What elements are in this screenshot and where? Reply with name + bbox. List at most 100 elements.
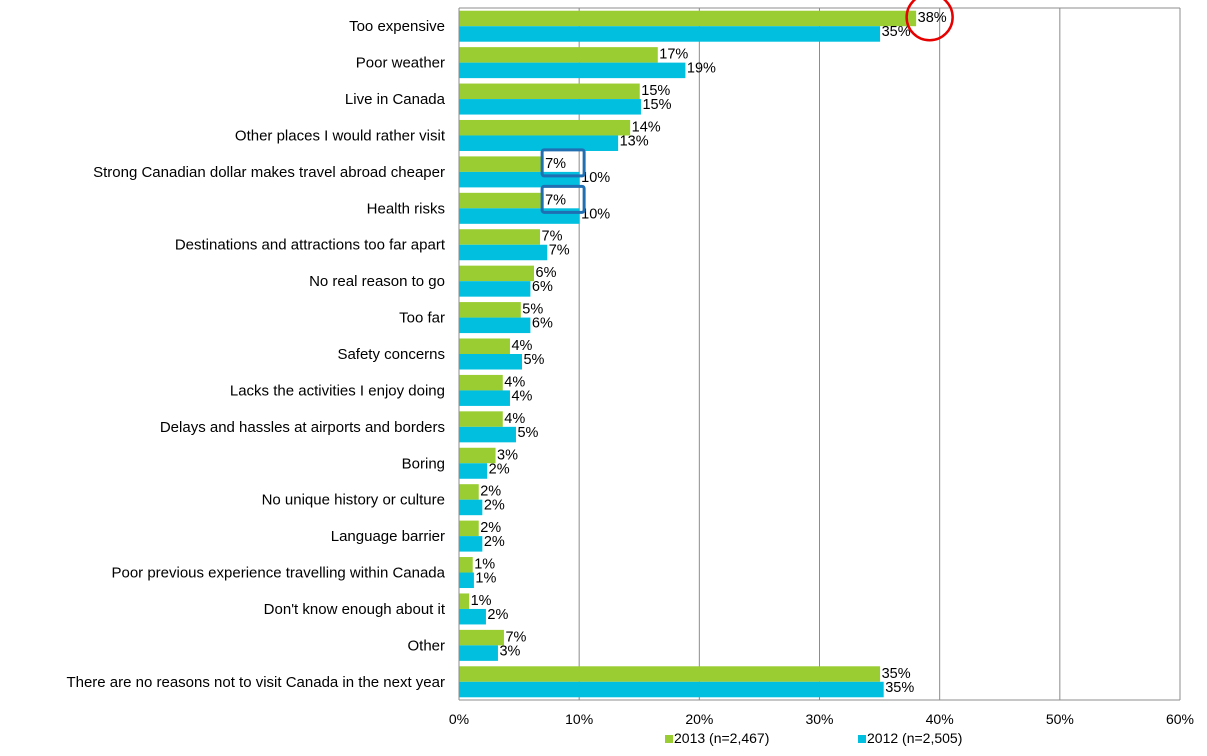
data-label-series2: 10% bbox=[581, 206, 610, 222]
data-label-series2: 19% bbox=[687, 61, 716, 77]
category-label: Too far bbox=[399, 310, 445, 327]
category-label: Live in Canada bbox=[345, 91, 446, 108]
data-label-series2: 5% bbox=[517, 425, 538, 441]
bar-series1 bbox=[459, 338, 510, 354]
bar-series2 bbox=[459, 317, 531, 334]
bar-series1 bbox=[459, 265, 535, 282]
data-label-series1: 15% bbox=[641, 83, 670, 99]
data-label-series1: 38% bbox=[918, 10, 947, 26]
category-label: Other places I would rather visit bbox=[235, 127, 446, 144]
legend-label: 2012 (n=2,505) bbox=[867, 730, 962, 746]
data-label-series2: 10% bbox=[581, 170, 610, 186]
bar-series2 bbox=[459, 354, 522, 370]
x-tick-label: 40% bbox=[926, 711, 954, 727]
bar-series2 bbox=[459, 572, 474, 589]
data-label-series1: 5% bbox=[522, 302, 543, 318]
data-label-series2: 5% bbox=[523, 352, 544, 368]
legend-swatch bbox=[858, 735, 866, 743]
x-tick-label: 60% bbox=[1166, 711, 1194, 727]
data-label-series1: 7% bbox=[545, 156, 566, 172]
data-label-series2: 2% bbox=[484, 534, 505, 550]
bar-series1 bbox=[459, 156, 544, 172]
bar-series2 bbox=[459, 426, 516, 443]
bar-series1 bbox=[459, 302, 521, 318]
bar-series2 bbox=[459, 390, 510, 406]
bar-series1 bbox=[459, 557, 473, 573]
category-label: Lacks the activities I enjoy doing bbox=[230, 382, 445, 399]
bar-series1 bbox=[459, 520, 479, 537]
data-label-series1: 1% bbox=[471, 593, 492, 609]
bar-series2 bbox=[459, 536, 483, 552]
highlight-circle bbox=[905, 0, 954, 42]
bar-series1 bbox=[459, 229, 541, 245]
bar-series2 bbox=[459, 99, 641, 115]
legend-label: 2013 (n=2,467) bbox=[674, 730, 769, 746]
bar-series1 bbox=[459, 629, 504, 646]
data-labels: 38%35%17%19%15%15%14%13%7%10%7%10%7%7%6%… bbox=[471, 10, 947, 696]
grid-lines bbox=[458, 7, 1181, 701]
category-label: Poor previous experience travelling with… bbox=[111, 565, 445, 582]
bar-series1 bbox=[459, 119, 631, 136]
category-labels: Too expensive Poor weather Live in Canada O… bbox=[66, 18, 445, 691]
data-label-series1: 4% bbox=[504, 374, 525, 390]
data-label-series2: 2% bbox=[484, 498, 505, 514]
category-label: Language barrier bbox=[331, 528, 445, 545]
bar-series1 bbox=[459, 411, 503, 427]
bar-series2 bbox=[459, 244, 548, 261]
data-label-series2: 2% bbox=[487, 607, 508, 623]
data-label-series1: 4% bbox=[504, 411, 525, 427]
bar-series2 bbox=[459, 681, 884, 698]
bar-series1 bbox=[459, 593, 470, 609]
data-label-series2: 7% bbox=[549, 243, 570, 259]
category-label: Delays and hassles at airports and borde… bbox=[160, 419, 445, 436]
data-label-series2: 6% bbox=[532, 279, 553, 295]
x-tick-label: 30% bbox=[805, 711, 833, 727]
data-label-series1: 7% bbox=[545, 192, 566, 208]
data-label-series1: 2% bbox=[480, 520, 501, 536]
legend: 2013 (n=2,467) 2012 (n=2,505) bbox=[665, 730, 962, 746]
bar-series1 bbox=[459, 47, 658, 63]
data-label-series1: 35% bbox=[882, 666, 911, 682]
category-label: Health risks bbox=[367, 200, 445, 217]
data-label-series1: 6% bbox=[536, 265, 557, 281]
bar-series1 bbox=[459, 484, 479, 500]
data-label-series2: 4% bbox=[511, 388, 532, 404]
bar-series1 bbox=[459, 83, 640, 100]
category-label: Other bbox=[407, 637, 445, 654]
category-label: Too expensive bbox=[349, 18, 445, 35]
bars bbox=[459, 10, 917, 698]
category-label: Strong Canadian dollar makes travel abro… bbox=[93, 164, 445, 181]
highlight-box bbox=[540, 184, 586, 214]
data-label-series2: 2% bbox=[489, 461, 510, 477]
data-label-series1: 2% bbox=[480, 484, 501, 500]
x-tick-label: 0% bbox=[449, 711, 469, 727]
bar-series2 bbox=[459, 135, 619, 151]
bar-series2 bbox=[459, 26, 881, 42]
bar-series1 bbox=[459, 374, 503, 391]
category-label: Poor weather bbox=[356, 55, 445, 72]
data-label-series2: 1% bbox=[475, 571, 496, 587]
bar-series1 bbox=[459, 666, 881, 682]
bar-series2 bbox=[459, 645, 498, 661]
x-axis-tick-labels: 0% 10% 20% 30% 40% 50% 60% bbox=[449, 711, 1194, 727]
data-label-series1: 7% bbox=[505, 629, 526, 645]
category-label: Don't know enough about it bbox=[264, 601, 446, 618]
legend-swatch bbox=[665, 735, 673, 743]
category-label: There are no reasons not to visit Canada… bbox=[66, 674, 445, 691]
category-label: No unique history or culture bbox=[262, 492, 445, 509]
x-tick-label: 50% bbox=[1046, 711, 1074, 727]
annotations bbox=[540, 0, 954, 214]
highlight-box bbox=[540, 148, 586, 178]
data-label-series1: 17% bbox=[659, 47, 688, 63]
bar-series1 bbox=[459, 192, 544, 209]
category-label: Destinations and attractions too far apa… bbox=[175, 237, 446, 254]
x-tick-label: 20% bbox=[685, 711, 713, 727]
bar-series2 bbox=[459, 281, 531, 297]
data-label-series1: 7% bbox=[542, 229, 563, 245]
data-label-series2: 15% bbox=[642, 97, 671, 113]
data-label-series2: 13% bbox=[620, 133, 649, 149]
bar-series2 bbox=[459, 62, 686, 79]
bar-series1 bbox=[459, 10, 917, 27]
data-label-series2: 35% bbox=[885, 680, 914, 696]
